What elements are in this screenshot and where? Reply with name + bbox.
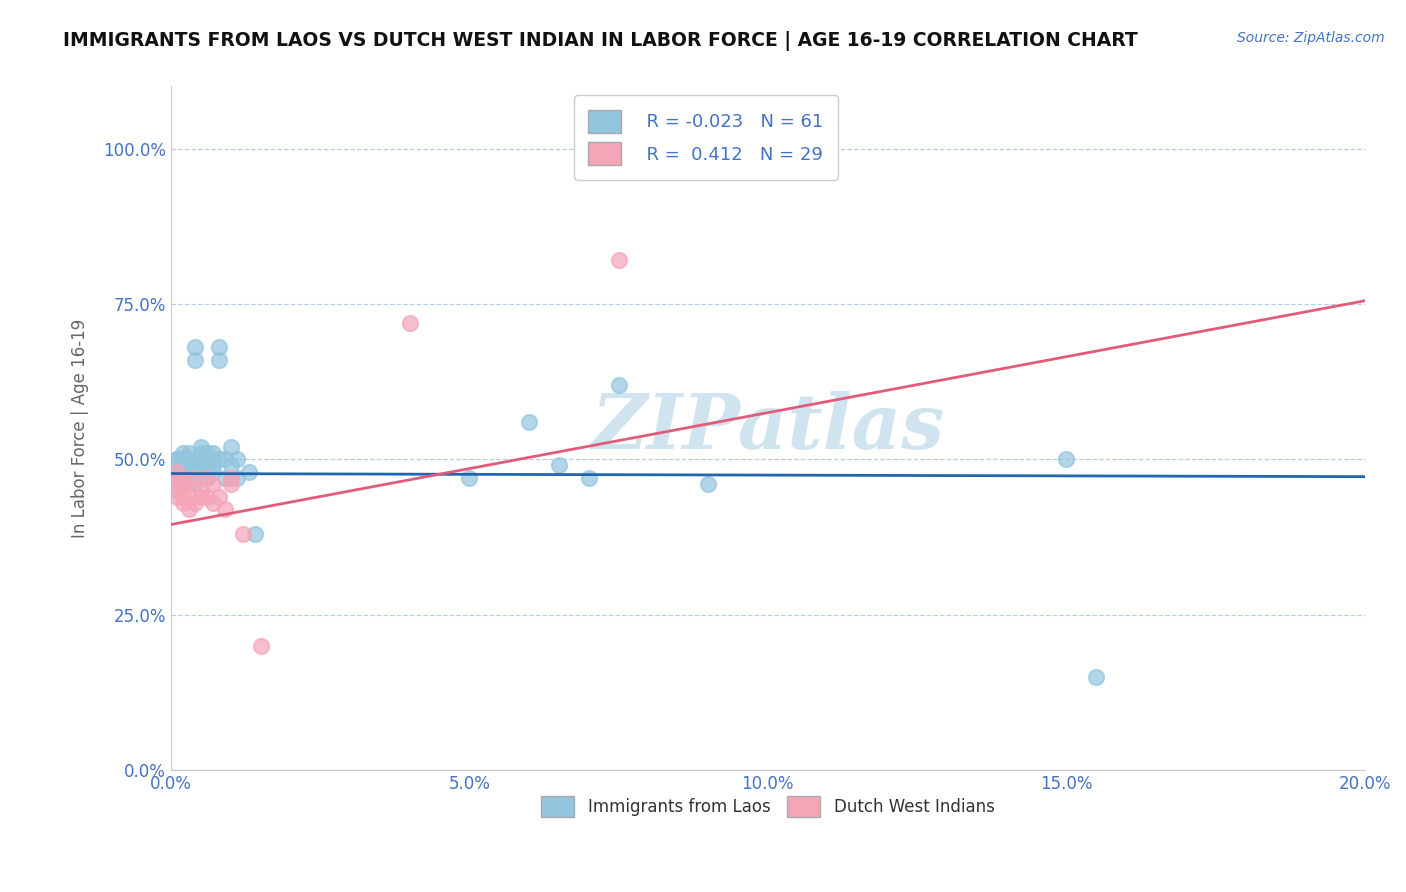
Point: [166, 465, 188, 479]
Point: [607, 377, 630, 392]
Point: [697, 477, 720, 491]
Point: [172, 490, 194, 504]
Point: [177, 502, 200, 516]
Point: [201, 458, 224, 473]
Point: [238, 465, 260, 479]
Point: [219, 458, 242, 473]
Point: [195, 471, 218, 485]
Point: [249, 639, 271, 653]
Point: [172, 458, 194, 473]
Point: [166, 452, 188, 467]
Point: [232, 526, 254, 541]
Point: [177, 446, 200, 460]
Point: [172, 471, 194, 485]
Point: [225, 452, 247, 467]
Point: [195, 490, 218, 504]
Point: [190, 490, 212, 504]
Point: [166, 458, 188, 473]
Point: [1085, 670, 1108, 684]
Point: [201, 477, 224, 491]
Point: [184, 471, 207, 485]
Text: IMMIGRANTS FROM LAOS VS DUTCH WEST INDIAN IN LABOR FORCE | AGE 16-19 CORRELATION: IMMIGRANTS FROM LAOS VS DUTCH WEST INDIA…: [63, 31, 1137, 51]
Point: [177, 452, 200, 467]
Point: [190, 446, 212, 460]
Point: [166, 458, 188, 473]
Point: [166, 465, 188, 479]
Point: [756, 141, 779, 155]
Point: [184, 477, 207, 491]
Point: [548, 458, 571, 473]
Point: [166, 471, 188, 485]
Point: [458, 471, 481, 485]
Point: [172, 477, 194, 491]
Point: [578, 471, 600, 485]
Text: ZIPatlas: ZIPatlas: [592, 392, 945, 466]
Point: [177, 458, 200, 473]
Point: [219, 477, 242, 491]
Point: [166, 483, 188, 498]
Point: [177, 490, 200, 504]
Point: [243, 526, 266, 541]
Point: [166, 452, 188, 467]
Point: [172, 452, 194, 467]
Point: [398, 316, 420, 330]
Point: [219, 471, 242, 485]
Point: [177, 465, 200, 479]
Point: [517, 415, 540, 429]
Point: [219, 440, 242, 454]
Point: [184, 465, 207, 479]
Point: [208, 490, 231, 504]
Point: [177, 471, 200, 485]
Y-axis label: In Labor Force | Age 16-19: In Labor Force | Age 16-19: [72, 318, 89, 538]
Point: [172, 452, 194, 467]
Point: [195, 452, 218, 467]
Point: [184, 496, 207, 510]
Point: [219, 471, 242, 485]
Point: [190, 452, 212, 467]
Point: [208, 340, 231, 354]
Point: [166, 477, 188, 491]
Point: [214, 502, 236, 516]
Point: [184, 352, 207, 367]
Point: [208, 352, 231, 367]
Text: Source: ZipAtlas.com: Source: ZipAtlas.com: [1237, 31, 1385, 45]
Point: [214, 452, 236, 467]
Point: [214, 471, 236, 485]
Legend: Immigrants from Laos, Dutch West Indians: Immigrants from Laos, Dutch West Indians: [534, 789, 1001, 823]
Point: [190, 465, 212, 479]
Point: [172, 477, 194, 491]
Point: [166, 471, 188, 485]
Point: [190, 483, 212, 498]
Point: [201, 452, 224, 467]
Point: [172, 471, 194, 485]
Point: [172, 465, 194, 479]
Point: [190, 440, 212, 454]
Point: [166, 477, 188, 491]
Point: [208, 452, 231, 467]
Point: [172, 496, 194, 510]
Point: [201, 446, 224, 460]
Point: [195, 458, 218, 473]
Point: [172, 446, 194, 460]
Point: [166, 465, 188, 479]
Point: [195, 471, 218, 485]
Point: [172, 465, 194, 479]
Point: [166, 471, 188, 485]
Point: [184, 452, 207, 467]
Point: [177, 477, 200, 491]
Point: [184, 340, 207, 354]
Point: [201, 465, 224, 479]
Point: [190, 458, 212, 473]
Point: [195, 446, 218, 460]
Point: [166, 490, 188, 504]
Point: [1054, 452, 1077, 467]
Point: [177, 452, 200, 467]
Point: [201, 496, 224, 510]
Point: [607, 253, 630, 268]
Point: [225, 471, 247, 485]
